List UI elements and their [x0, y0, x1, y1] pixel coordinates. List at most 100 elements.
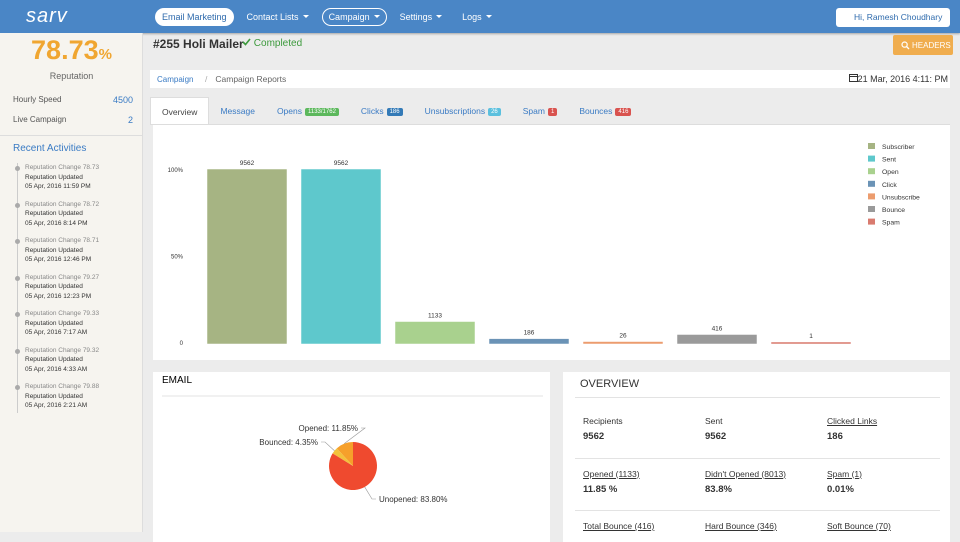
legend-swatch	[868, 193, 875, 199]
overview-label[interactable]: Didn't Opened (8013)	[705, 469, 786, 479]
overview-value: 83.8%	[705, 484, 732, 495]
nav-item[interactable]: Logs	[455, 8, 499, 26]
activity-status: Reputation Updated	[25, 209, 99, 219]
divider	[575, 510, 940, 511]
tab-label[interactable]: Overview	[162, 107, 197, 117]
navbar: sarv Email Marketing Contact Lists Campaig…	[0, 0, 960, 33]
pie-chart: EMAIL Opened: 11.85%Bounced: 4.35%Unopen…	[153, 372, 550, 532]
divider	[575, 397, 940, 398]
activity-status: Reputation Updated	[25, 246, 99, 256]
legend-swatch	[868, 219, 875, 225]
tab-badge[interactable]: 26	[488, 108, 501, 116]
nav-item[interactable]: Contact Lists	[240, 8, 316, 26]
activity-change: Reputation Change 78.73	[25, 163, 99, 173]
legend-label: Click	[882, 182, 897, 189]
nav-item[interactable]: Email Marketing	[155, 8, 234, 26]
stat-label: Hourly Speed	[13, 95, 61, 105]
activity-date: 05 Apr, 2016 11:59 PM	[25, 182, 99, 192]
overview-label[interactable]: Total Bounce (416)	[583, 521, 654, 531]
data-label: 1133	[428, 313, 442, 320]
overview-value: 11.85 %	[583, 484, 617, 495]
crumb-link[interactable]: Campaign	[157, 75, 193, 84]
activity-status: Reputation Updated	[25, 319, 99, 329]
tab[interactable]: Message	[209, 97, 266, 124]
date: 21 Mar, 2016 4:11: PM	[849, 73, 948, 84]
overview-label: Sent	[705, 416, 723, 426]
overview-label: Recipients	[583, 416, 623, 426]
nav-item[interactable]: Campaign	[322, 8, 387, 26]
tab-label[interactable]: Bounces	[579, 106, 612, 116]
bar	[490, 340, 568, 343]
reputation-unit: %	[99, 46, 112, 63]
activity-change: Reputation Change 79.27	[25, 273, 99, 283]
reputation: 78.73%	[0, 35, 143, 66]
headers-button[interactable]: HEADERS	[893, 35, 953, 55]
timeline-dot	[15, 385, 20, 390]
tab-label[interactable]: Message	[220, 106, 255, 116]
tab-badge[interactable]: 416	[615, 108, 631, 116]
legend-swatch	[868, 168, 875, 174]
tab-badge[interactable]: 1	[548, 108, 557, 116]
leader-line	[365, 487, 376, 499]
overview-label[interactable]: Opened (1133)	[583, 469, 640, 479]
tab-label[interactable]: Spam	[523, 106, 545, 116]
status-text: Completed	[254, 38, 302, 49]
status: Completed	[242, 38, 302, 49]
data-label: 1	[809, 333, 813, 340]
panel-title: OVERVIEW	[580, 378, 639, 390]
leader-line	[321, 442, 334, 451]
divider	[0, 135, 143, 136]
overview-label[interactable]: Clicked Links	[827, 416, 877, 426]
overview-label[interactable]: Soft Bounce (70)	[827, 521, 891, 531]
overview-value: 9562	[705, 431, 726, 442]
overview-label[interactable]: Spam (1)	[827, 469, 862, 479]
timeline-dot	[15, 276, 20, 281]
brand[interactable]: sarv	[26, 5, 68, 28]
timeline-dot	[15, 312, 20, 317]
activity-change: Reputation Change 79.33	[25, 309, 99, 319]
user-name[interactable]: Hi, Ramesh Choudhary	[854, 12, 942, 22]
button-label[interactable]: HEADERS	[912, 41, 951, 50]
overview-value: 186	[827, 431, 843, 442]
tab[interactable]: Overview	[150, 97, 209, 124]
tab-label[interactable]: Clicks	[361, 106, 384, 116]
overview-label[interactable]: Hard Bounce (346)	[705, 521, 777, 531]
tab-badge[interactable]: 1133/1762	[305, 108, 339, 116]
nav-menu: Email Marketing Contact Lists Campaign Sett…	[155, 8, 499, 26]
activity-date: 05 Apr, 2016 4:33 AM	[25, 365, 99, 375]
data-label: 416	[712, 325, 723, 332]
timeline	[17, 163, 18, 413]
legend-label: Open	[882, 169, 899, 176]
pie-label: Opened: 11.85%	[299, 424, 358, 433]
legend-swatch	[868, 143, 875, 149]
legend-swatch	[868, 206, 875, 212]
data-label: 9562	[240, 160, 255, 167]
legend-label: Spam	[882, 220, 900, 227]
user-menu[interactable]: Hi, Ramesh Choudhary	[836, 8, 950, 27]
tab-label[interactable]: Opens	[277, 106, 302, 116]
reputation-value: 78.73	[31, 35, 99, 65]
nav-item[interactable]: Settings	[393, 8, 450, 26]
sidebar: 78.73% Reputation Recent Activities Hour…	[0, 33, 143, 532]
tab-label[interactable]: Unsubscriptions	[425, 106, 485, 116]
divider	[575, 458, 940, 459]
y-tick-label: 100%	[168, 168, 184, 174]
activity-date: 05 Apr, 2016 12:23 PM	[25, 292, 99, 302]
legend-swatch	[868, 181, 875, 187]
timeline-dot	[15, 239, 20, 244]
tab-badge[interactable]: 186	[387, 108, 403, 116]
y-tick-label: 0	[180, 341, 184, 347]
activity-change: Reputation Change 79.32	[25, 346, 99, 356]
